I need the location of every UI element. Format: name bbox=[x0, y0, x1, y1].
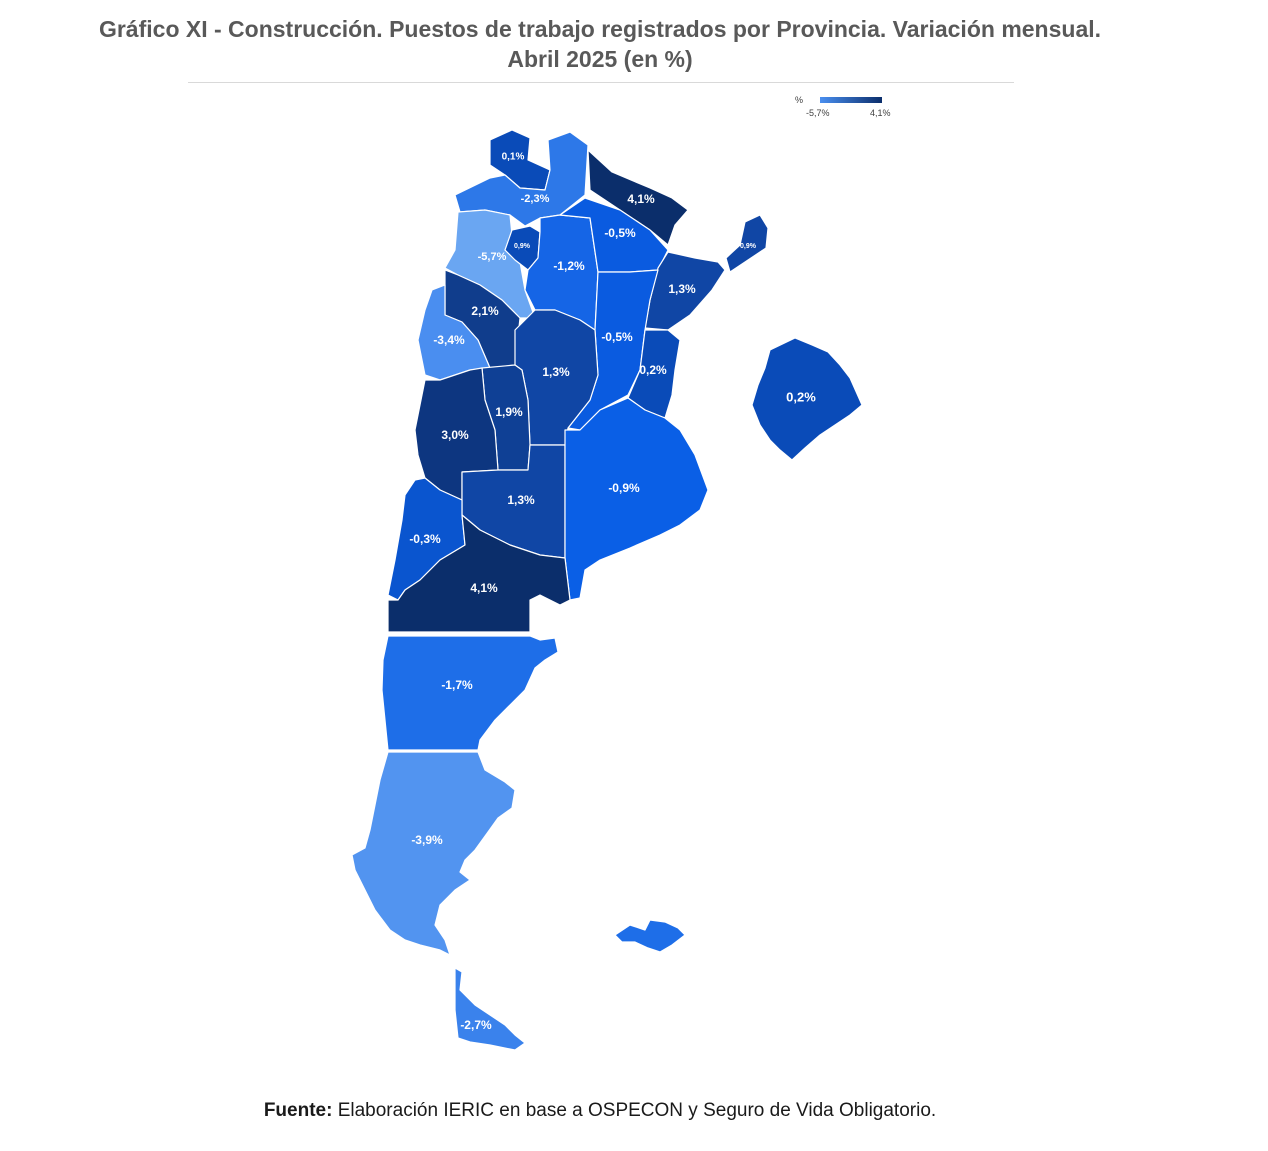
province-chubut[interactable] bbox=[381, 635, 559, 751]
source-label: Fuente: bbox=[263, 1100, 333, 1121]
province-tierra-del-fuego[interactable] bbox=[454, 967, 526, 1051]
source-text: Elaboración IERIC en base a OSPECON y Se… bbox=[332, 1100, 937, 1121]
province-misiones[interactable] bbox=[587, 149, 689, 246]
label-santa-cruz: -3,9% bbox=[411, 833, 443, 847]
label-chaco: -0,5% bbox=[604, 226, 636, 240]
label-la-rioja: 2,1% bbox=[471, 304, 499, 318]
label-santiago: -1,2% bbox=[553, 259, 585, 273]
label-corrientes: 1,3% bbox=[668, 282, 696, 296]
province-rio-negro[interactable] bbox=[387, 514, 571, 633]
label-san-luis: 1,9% bbox=[495, 405, 523, 419]
label-tierra-del-fuego: -2,7% bbox=[460, 1018, 492, 1032]
label-catamarca: -5,7% bbox=[478, 251, 507, 263]
province-caba-inset[interactable] bbox=[751, 337, 863, 461]
label-chubut: -1,7% bbox=[441, 678, 473, 692]
label-cordoba: 1,3% bbox=[542, 365, 570, 379]
title-line-1: Gráfico XI - Construcción. Puestos de tr… bbox=[98, 16, 1102, 42]
label-tucuman: 0,9% bbox=[514, 243, 531, 250]
province-santa-cruz[interactable] bbox=[351, 751, 516, 956]
label-salta: -2,3% bbox=[521, 193, 550, 205]
label-rio-negro: 4,1% bbox=[470, 581, 498, 595]
chart-title: Gráfico XI - Construcción. Puestos de tr… bbox=[0, 14, 1200, 74]
province-buenos-aires[interactable] bbox=[564, 397, 709, 601]
label-la-pampa: 1,3% bbox=[507, 493, 535, 507]
label-santa-fe: -0,5% bbox=[601, 330, 633, 344]
label-entre-rios: 0,2% bbox=[639, 363, 667, 377]
malvinas-islands bbox=[614, 919, 686, 953]
province-corrientes-ne[interactable] bbox=[725, 214, 769, 273]
source-note: Fuente: Elaboración IERIC en base a OSPE… bbox=[0, 1100, 1200, 1122]
title-line-2: Abril 2025 (en %) bbox=[507, 46, 693, 72]
legend-unit: % bbox=[795, 95, 804, 105]
label-neuquen: -0,3% bbox=[409, 532, 441, 546]
label-misiones: 4,1% bbox=[627, 192, 655, 206]
label-mendoza: 3,0% bbox=[441, 428, 469, 442]
legend-max-label: 4,1% bbox=[870, 108, 891, 118]
province-entre-rios[interactable] bbox=[627, 329, 681, 419]
legend-gradient-bar bbox=[820, 97, 882, 103]
color-legend: % -5,7% 4,1% bbox=[792, 92, 902, 122]
label-san-juan: -3,4% bbox=[433, 333, 465, 347]
label-corrientes-ne: 0,9% bbox=[740, 243, 757, 250]
label-buenos-aires: -0,9% bbox=[608, 481, 640, 495]
label-jujuy: 0,1% bbox=[502, 152, 525, 163]
legend-min-label: -5,7% bbox=[806, 108, 830, 118]
label-caba: 0,2% bbox=[786, 389, 816, 404]
title-divider bbox=[188, 82, 1014, 83]
